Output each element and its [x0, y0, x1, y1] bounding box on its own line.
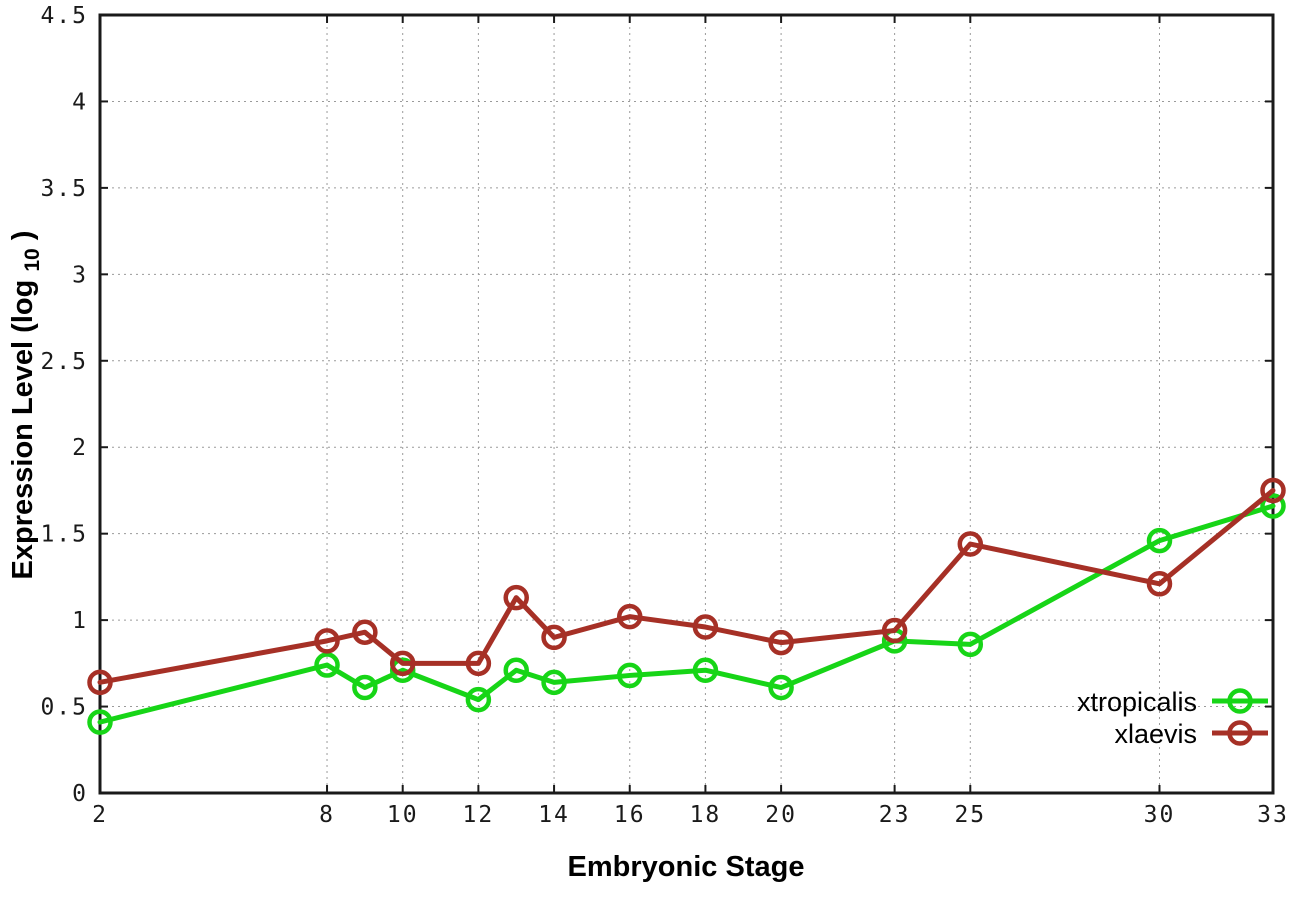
y-axis-title-subscript: 10	[21, 248, 44, 271]
data-point-xtropicalis	[692, 657, 719, 683]
y-tick-label: 3.5	[40, 176, 88, 202]
axis-layer	[98, 13, 1275, 795]
x-tick-label: 23	[879, 802, 911, 828]
data-point-xlaevis	[1260, 477, 1286, 504]
data-point-xlaevis	[616, 603, 643, 630]
data-point-xlaevis	[957, 531, 984, 557]
x-tick-label: 20	[765, 802, 797, 828]
data-point-xtropicalis	[1146, 527, 1173, 554]
y-axis-title: Expression Level (log 10 )	[7, 231, 46, 580]
legend-item-xtropicalis: xtropicalis	[1077, 687, 1268, 717]
data-point-xlaevis	[503, 584, 529, 611]
data-point-xtropicalis	[314, 652, 340, 678]
x-tick-label: 25	[954, 802, 986, 828]
x-tick-label: 18	[690, 802, 722, 828]
data-point-xlaevis	[692, 614, 719, 640]
y-tick-label: 0	[72, 781, 88, 807]
y-tick-label: 1	[72, 608, 88, 634]
data-point-xtropicalis	[503, 657, 529, 683]
data-point-xlaevis	[1146, 571, 1173, 597]
x-tick-label: 8	[319, 802, 335, 828]
data-point-xtropicalis	[87, 709, 113, 735]
legend-label-xtropicalis: xtropicalis	[1077, 687, 1197, 717]
y-axis-title-close: )	[7, 231, 39, 241]
data-point-xlaevis	[881, 617, 908, 644]
y-tick-label: 4.5	[40, 3, 88, 29]
y-tick-label: 2.5	[40, 349, 88, 375]
legend-label-xlaevis: xlaevis	[1114, 719, 1197, 749]
data-point-xtropicalis	[541, 669, 567, 696]
plot-border	[98, 13, 1275, 795]
data-point-xlaevis	[314, 628, 340, 654]
y-tick-label: 2	[72, 435, 88, 461]
y-tick-label: 0.5	[40, 695, 88, 721]
tick-label-layer: 2 8 10 12 14 16 18 20 23 25 30 33 0 0.5 1 1.5 2 2.5 3 3.5 4 4…	[40, 3, 1289, 828]
data-point-xlaevis	[87, 669, 113, 696]
data-point-xlaevis	[352, 619, 378, 645]
data-point-xlaevis	[465, 650, 492, 677]
data-point-xtropicalis	[616, 662, 643, 689]
data-point-xtropicalis	[1260, 493, 1286, 519]
y-tick-label: 4	[72, 89, 88, 115]
data-point-xtropicalis	[957, 631, 984, 658]
legend: xtropicalis xlaevis	[1077, 687, 1268, 749]
y-tick-label: 1.5	[40, 522, 88, 548]
data-point-xtropicalis	[352, 674, 378, 701]
data-point-xtropicalis	[768, 674, 794, 701]
data-point-xlaevis	[768, 629, 794, 656]
legend-marker-xlaevis	[1227, 720, 1253, 746]
x-tick-label: 12	[463, 802, 495, 828]
legend-item-xlaevis: xlaevis	[1114, 719, 1268, 749]
x-tick-label: 16	[614, 802, 646, 828]
y-tick-label: 3	[72, 262, 88, 288]
series-line-xlaevis	[97, 487, 1276, 685]
data-point-xlaevis	[389, 650, 416, 677]
legend-marker-xtropicalis	[1227, 688, 1253, 714]
x-tick-label: 30	[1144, 802, 1176, 828]
x-tick-label: 14	[538, 802, 570, 828]
y-axis-title-main: Expression Level (log	[7, 280, 39, 580]
series-layer	[87, 477, 1286, 735]
data-point-xlaevis	[541, 624, 567, 651]
x-tick-label: 2	[92, 802, 108, 828]
x-tick-label: 33	[1257, 802, 1289, 828]
x-axis-title: Embryonic Stage	[568, 851, 805, 883]
x-tick-label: 10	[387, 802, 419, 828]
data-point-xtropicalis	[465, 686, 492, 713]
